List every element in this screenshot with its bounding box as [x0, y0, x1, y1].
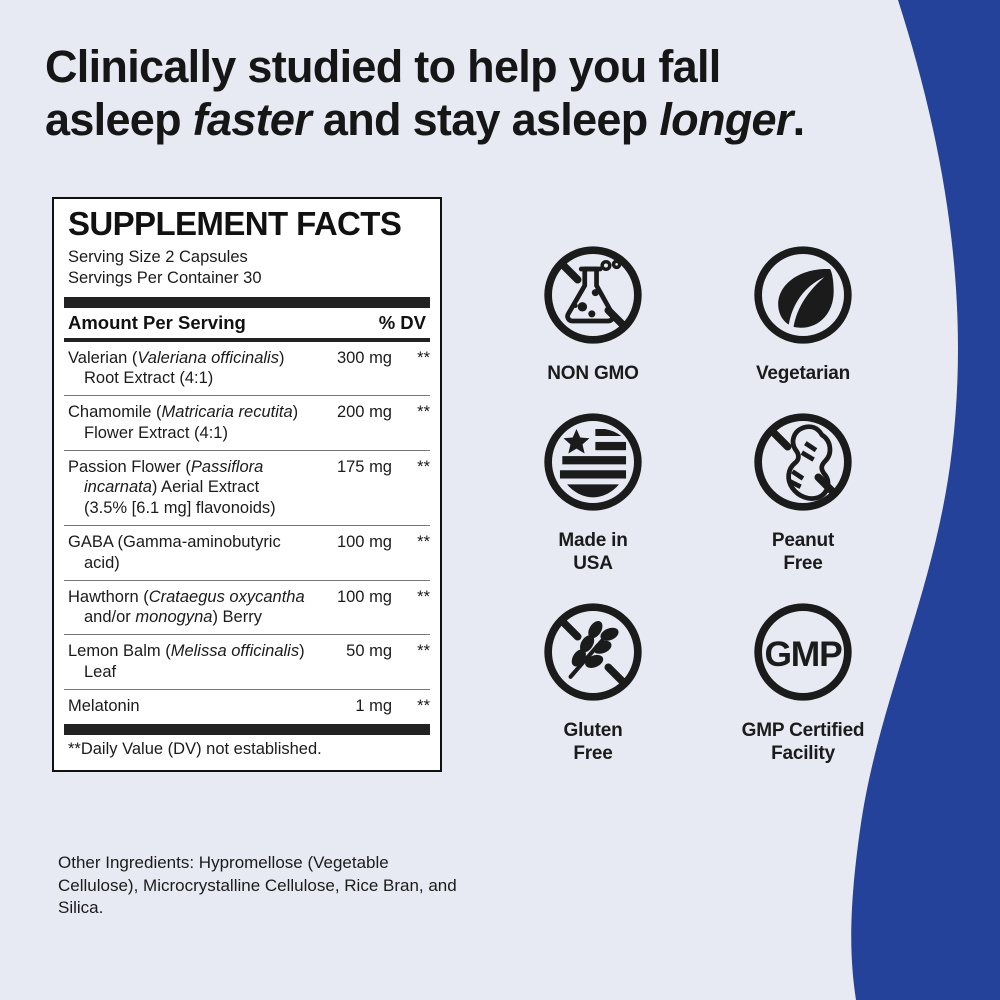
ingredient-latin-name: Melissa officinalis	[170, 642, 300, 661]
badge-label: Vegetarian	[755, 363, 851, 384]
ingredient-dv: **	[417, 642, 430, 661]
table-row: Chamomile (Matricaria recutita) Flower E…	[64, 396, 430, 451]
footnote-rule	[64, 724, 430, 736]
ingredient-amount: 50 mg	[346, 642, 392, 661]
ingredient-name-sub: Flower Extract (4:1)	[84, 423, 228, 442]
ingredient-dv: **	[417, 348, 430, 367]
usa-flag-icon	[544, 413, 642, 512]
supplement-facts-panel: SUPPLEMENT FACTS Serving Size 2 Capsules…	[52, 197, 442, 773]
header-rule-bottom	[64, 337, 430, 342]
servings-per-container-text: Servings Per Container 30	[68, 269, 262, 288]
table-row: GABA (Gamma-aminobutyric acid) 100 mg **	[64, 526, 430, 581]
ingredient-name-sub: Leaf	[84, 662, 117, 681]
ingredient-latin-name: Crataegus oxycantha	[148, 587, 305, 606]
ingredient-amount: 100 mg	[336, 532, 392, 551]
badge-peanut-free: Peanut Free	[698, 403, 908, 575]
ingredient-latin-name: Valeriana officinalis	[137, 348, 279, 367]
badge-label: Peanut Free	[771, 530, 835, 574]
table-row: Hawthorn (Crataegus oxycantha and/or mon…	[64, 581, 430, 636]
badge-label: Gluten Free	[563, 720, 623, 764]
ingredient-name-tail: )	[292, 403, 299, 422]
ingredient-dv: **	[417, 587, 430, 606]
svg-text:GMP: GMP	[764, 635, 842, 674]
ingredient-name-main: Hawthorn (	[68, 587, 149, 606]
ingredient-name-main: Valerian (	[68, 348, 138, 367]
certification-badges: NON GMO Vegetarian Made in USA	[488, 236, 908, 765]
table-column-headers: Amount Per Serving % DV	[64, 308, 430, 338]
ingredient-name: Melatonin	[68, 696, 318, 717]
table-row: Melatonin 1 mg **	[64, 690, 430, 723]
ingredient-name-sub-line: incarnata) Aerial Extract	[68, 477, 314, 498]
ingredient-latin-name-2: incarnata	[84, 478, 152, 497]
ingredient-amount: 100 mg	[336, 587, 392, 606]
ingredient-name-sub: acid)	[84, 553, 120, 572]
headline-line-2-a: asleep	[45, 94, 193, 146]
ingredient-name-tail: )	[278, 348, 285, 367]
badge-gluten-free: Gluten Free	[488, 593, 698, 765]
ingredient-name-main: Lemon Balm (	[68, 642, 171, 661]
ingredient-dv: **	[417, 403, 430, 422]
ingredient-name-sub2: (3.5% [6.1 mg] flavonoids)	[84, 499, 276, 518]
serving-size-text: Serving Size 2 Capsules	[68, 247, 248, 266]
badge-label: GMP Certified Facility	[741, 720, 865, 764]
leaf-icon	[754, 246, 852, 344]
headline-line-2-c: .	[792, 94, 806, 146]
ingredient-name: GABA (Gamma-aminobutyric acid)	[68, 532, 318, 574]
ingredient-name: Passion Flower (Passiflora incarnata) Ae…	[68, 457, 318, 519]
headline-emphasis-faster: faster	[192, 94, 312, 146]
other-ingredients-text: Other Ingredients: Hypromellose (Vegetab…	[58, 853, 457, 918]
no-peanut-icon	[754, 413, 852, 512]
ingredient-name: Lemon Balm (Melissa officinalis) Leaf	[68, 641, 318, 683]
ingredient-name-main: Chamomile (	[68, 403, 162, 422]
headline-line-1: Clinically studied to help you fall	[45, 41, 721, 92]
badge-made-in-usa: Made in USA	[488, 403, 698, 575]
ingredient-name-sub: ) Aerial Extract	[151, 478, 260, 497]
percent-dv-header: % DV	[378, 311, 426, 333]
ingredient-dv: **	[417, 532, 430, 551]
ingredient-name-main: Melatonin	[68, 696, 140, 715]
ingredient-amount: 200 mg	[336, 403, 392, 422]
gmp-icon: GMP	[754, 603, 852, 701]
amount-per-serving-header: Amount Per Serving	[68, 311, 246, 333]
badge-label: Made in USA	[558, 530, 628, 574]
ingredient-name-sub-line: and/or monogyna) Berry	[68, 607, 314, 628]
header-rule-top	[64, 296, 430, 308]
ingredient-name-sub: ) Berry	[212, 608, 262, 627]
ingredient-amount: 300 mg	[336, 348, 392, 367]
badge-vegetarian: Vegetarian	[698, 236, 908, 385]
ingredient-name: Chamomile (Matricaria recutita) Flower E…	[68, 402, 318, 444]
table-row: Valerian (Valeriana officinalis) Root Ex…	[64, 342, 430, 397]
ingredient-name: Valerian (Valeriana officinalis) Root Ex…	[68, 348, 318, 390]
headline-emphasis-longer: longer	[659, 94, 793, 146]
table-row: Lemon Balm (Melissa officinalis) Leaf 50…	[64, 635, 430, 690]
badge-label: NON GMO	[547, 363, 639, 384]
badge-non-gmo: NON GMO	[488, 236, 698, 385]
no-gluten-wheat-icon	[544, 603, 642, 701]
ingredient-name-sub: Root Extract (4:1)	[84, 369, 214, 388]
headline-line-2-b: and stay asleep	[311, 94, 660, 146]
ingredient-dv: **	[417, 457, 430, 476]
ingredient-amount: 1 mg	[355, 696, 392, 715]
ingredient-amount: 175 mg	[336, 457, 392, 476]
table-row: Passion Flower (Passiflora incarnata) Ae…	[64, 451, 430, 526]
ingredient-name-sub-prefix: and/or	[84, 608, 136, 627]
ingredient-latin-name: Matricaria recutita	[161, 403, 293, 422]
ingredient-name-tail: )	[299, 642, 305, 661]
ingredient-name-main: GABA (Gamma-aminobutyric	[68, 532, 281, 551]
ingredient-name: Hawthorn (Crataegus oxycantha and/or mon…	[68, 587, 318, 629]
ingredient-name-main: Passion Flower (	[68, 457, 191, 476]
supplement-facts-title: SUPPLEMENT FACTS	[68, 205, 402, 242]
badge-gmp-certified: GMP GMP Certified Facility	[698, 593, 908, 765]
ingredient-latin-name-2: monogyna	[135, 608, 213, 627]
page-headline: Clinically studied to help you fall asle…	[45, 40, 935, 146]
ingredient-dv: **	[417, 696, 430, 715]
ingredient-latin-name: Passiflora	[190, 457, 264, 476]
daily-value-footnote: **Daily Value (DV) not established.	[68, 740, 322, 759]
no-gmo-flask-icon	[544, 246, 642, 344]
